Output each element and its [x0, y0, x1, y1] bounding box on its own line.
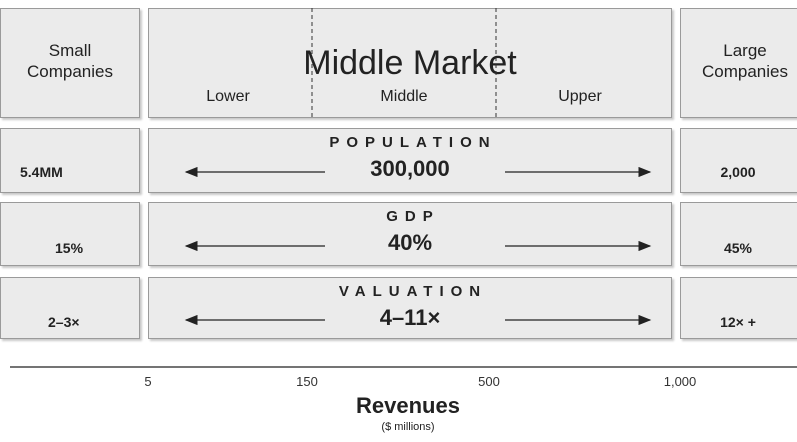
axis-title: Revenues: [356, 393, 460, 418]
axis-tick: 1,000: [663, 374, 697, 389]
segment: Lower: [206, 88, 250, 105]
row-label: VALUATION: [338, 283, 488, 300]
axis-tick: 150: [296, 374, 318, 389]
right-value: 45%: [723, 240, 753, 256]
row-box: [148, 128, 672, 193]
row-value: 40%: [387, 230, 433, 255]
row-value: 4–11×: [379, 305, 441, 330]
row-box: [680, 202, 797, 266]
right-value: 12× +: [720, 314, 756, 330]
row-box: [0, 277, 140, 339]
large-title: Large Companies: [702, 41, 788, 81]
segment: Upper: [558, 88, 602, 105]
row-box: [0, 202, 140, 266]
row-box: [680, 277, 797, 339]
right-value: 2,000: [720, 164, 756, 180]
row-box: [148, 277, 672, 339]
axis-subtitle: ($ millions): [381, 421, 435, 433]
segment: Middle: [380, 88, 428, 105]
axis-tick: 500: [478, 374, 500, 389]
axis-tick: 5: [144, 374, 152, 389]
large-box: [680, 8, 797, 118]
left-value: 2–3×: [48, 314, 80, 330]
middle-title: Middle Market: [303, 44, 517, 82]
middle-box: [148, 8, 672, 118]
row-box: [0, 128, 140, 193]
row-value: 300,000: [370, 156, 450, 181]
row-box: [680, 128, 797, 193]
small-title: Small Companies: [27, 41, 113, 81]
small-box: [0, 8, 140, 118]
row-label: GDP: [386, 208, 440, 225]
row-label: POPULATION: [329, 134, 497, 151]
row-box: [148, 202, 672, 266]
left-value: 15%: [55, 240, 84, 256]
left-value: 5.4MM: [20, 164, 63, 180]
